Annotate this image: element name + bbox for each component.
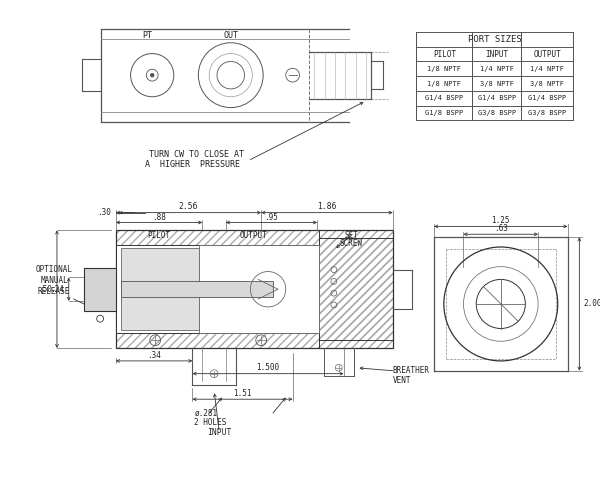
Text: TURN CW TO CLOSE AT: TURN CW TO CLOSE AT [149, 150, 244, 159]
Text: A  HIGHER  PRESSURE: A HIGHER PRESSURE [145, 160, 240, 169]
Text: .30: .30 [97, 208, 111, 217]
Text: SET: SET [344, 231, 358, 240]
Text: VENT: VENT [393, 376, 411, 385]
Text: OUT: OUT [223, 32, 238, 41]
Bar [121, 248, 199, 330]
Text: .24: .24 [50, 285, 64, 294]
Text: 3/8 NPTF: 3/8 NPTF [530, 81, 565, 86]
Text: 2 HOLES: 2 HOLES [194, 418, 227, 427]
Text: .50: .50 [38, 285, 52, 294]
Text: 1/4 NPTF: 1/4 NPTF [480, 66, 514, 72]
Bar [121, 282, 273, 297]
Text: 2.56: 2.56 [179, 202, 198, 211]
Text: .34: .34 [147, 351, 161, 360]
Text: PT: PT [142, 32, 152, 41]
Bar [116, 230, 393, 348]
Text: G1/4 BSPP: G1/4 BSPP [425, 95, 463, 101]
Text: ø.281: ø.281 [194, 409, 218, 417]
Text: .63: .63 [494, 224, 508, 233]
Bar [85, 268, 116, 311]
Text: PILOT: PILOT [433, 49, 456, 59]
Text: PILOT: PILOT [148, 231, 170, 240]
Circle shape [151, 74, 154, 77]
Text: MANUAL: MANUAL [40, 276, 68, 285]
Text: G1/8 BSPP: G1/8 BSPP [425, 110, 463, 116]
Bar [319, 238, 393, 340]
Text: G3/8 BSPP: G3/8 BSPP [478, 110, 516, 116]
Text: 1.25: 1.25 [491, 216, 510, 225]
Bar [116, 245, 319, 333]
Text: .88: .88 [152, 213, 166, 222]
Text: G3/8 BSPP: G3/8 BSPP [529, 110, 566, 116]
Text: RELEASE: RELEASE [38, 287, 70, 296]
Text: G1/4 BSPP: G1/4 BSPP [478, 95, 516, 101]
Text: SCREW: SCREW [340, 239, 363, 247]
Text: 1.86: 1.86 [317, 202, 337, 211]
Text: INPUT: INPUT [485, 49, 508, 59]
Text: OPTIONAL: OPTIONAL [35, 265, 73, 274]
Text: 1.51: 1.51 [233, 389, 252, 398]
Text: OUTPUT: OUTPUT [239, 231, 267, 240]
Bar [319, 238, 393, 340]
Text: 1/4 NPTF: 1/4 NPTF [530, 66, 565, 72]
Text: 1/8 NPTF: 1/8 NPTF [427, 81, 461, 86]
Text: 2.00: 2.00 [584, 299, 600, 308]
Text: PORT SIZES: PORT SIZES [468, 35, 522, 44]
Text: 3/8 NPTF: 3/8 NPTF [480, 81, 514, 86]
Text: 1/8 NPTF: 1/8 NPTF [427, 66, 461, 72]
Text: G1/4 BSPP: G1/4 BSPP [529, 95, 566, 101]
Bar [116, 230, 393, 348]
Text: INPUT: INPUT [207, 428, 231, 437]
Text: .95: .95 [265, 213, 278, 222]
Text: 1.500: 1.500 [257, 363, 280, 372]
Text: BREATHER: BREATHER [393, 366, 430, 375]
Bar [199, 245, 319, 333]
Text: OUTPUT: OUTPUT [533, 49, 562, 59]
